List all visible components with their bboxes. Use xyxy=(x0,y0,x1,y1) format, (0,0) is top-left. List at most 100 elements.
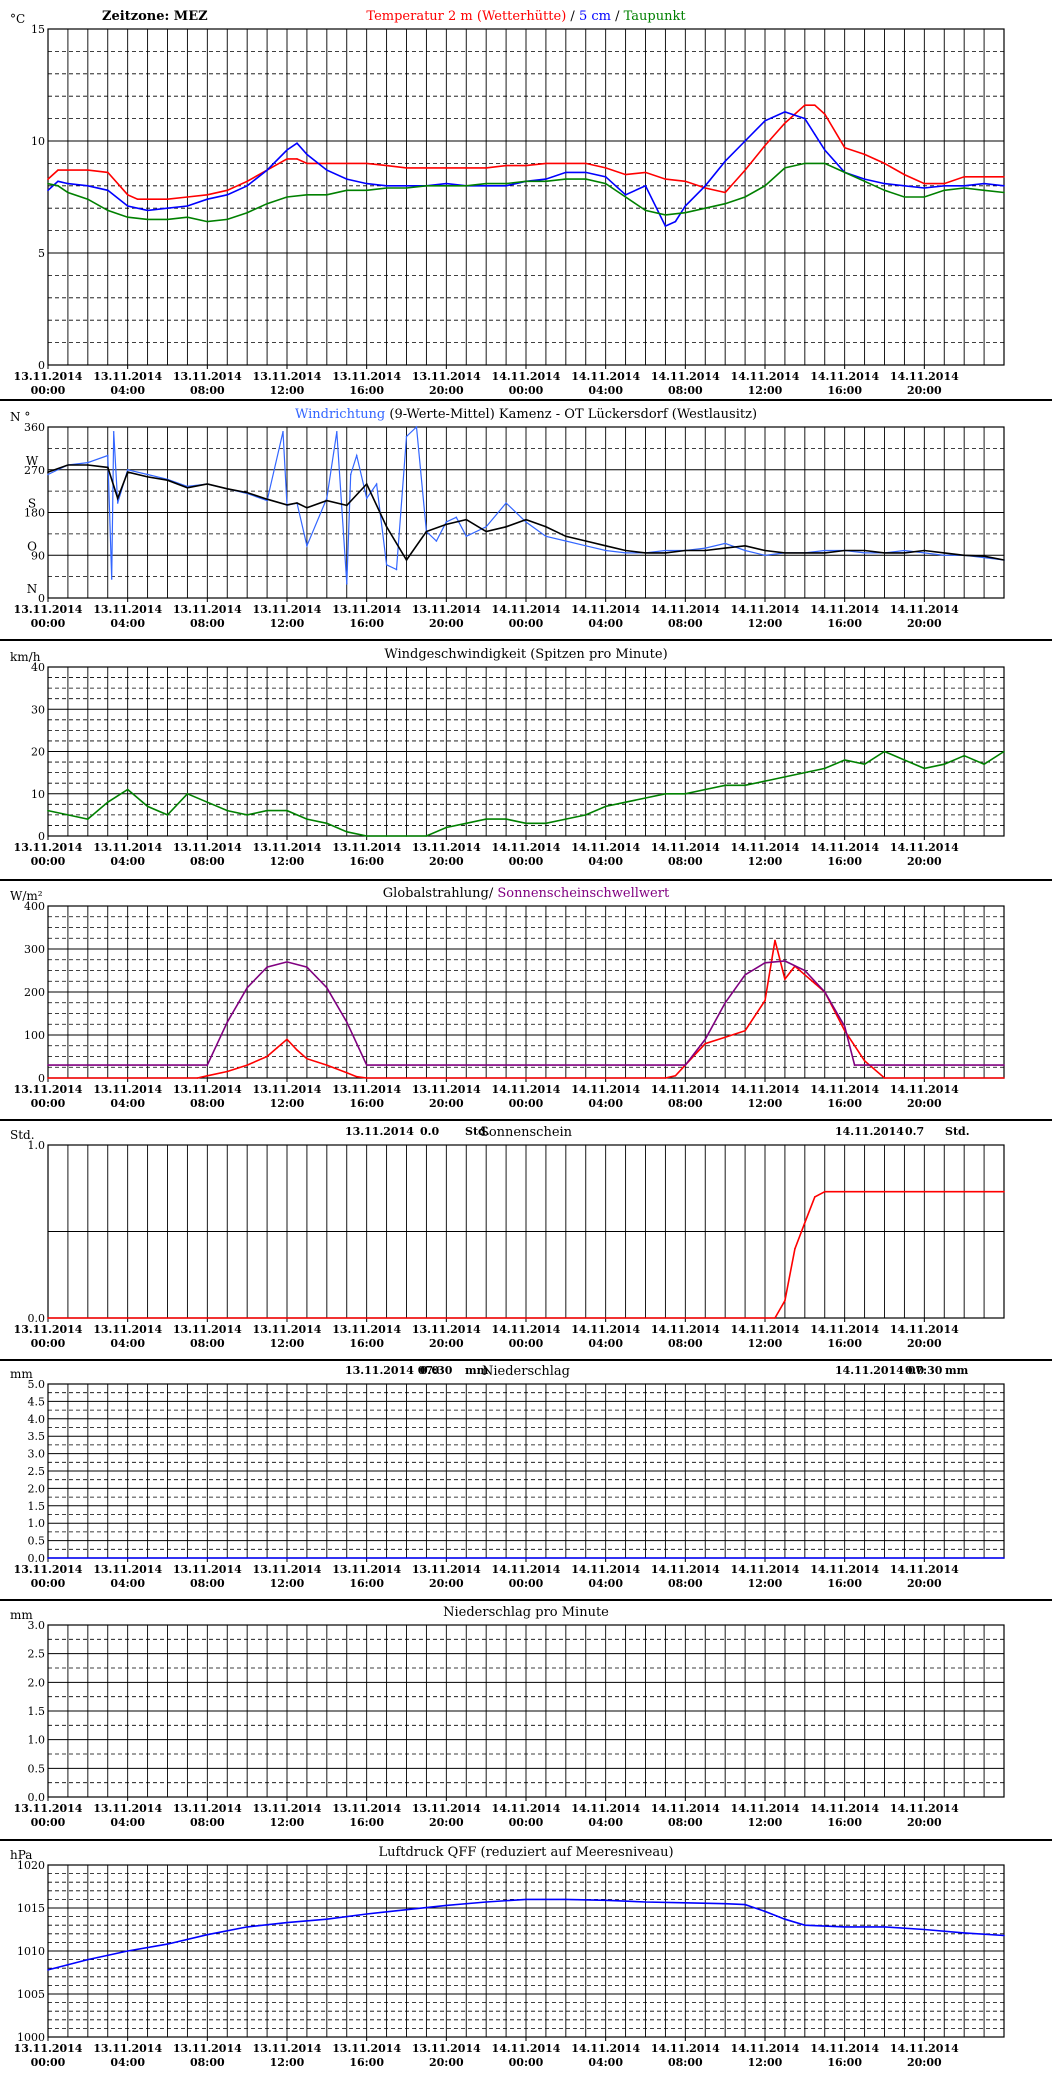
series-0-point xyxy=(266,1055,268,1058)
series-1-point xyxy=(326,499,328,502)
chart-title: Windgeschwindigkeit (Spitzen pro Minute) xyxy=(384,647,667,662)
series-0-point xyxy=(525,822,527,825)
series-2-point xyxy=(565,178,567,180)
day-total-date-1: 14.11.2014 xyxy=(835,1125,904,1138)
x-tick-time-5: 20:00 xyxy=(429,855,464,868)
x-tick-time-4: 16:00 xyxy=(349,1097,384,1110)
series-0-point xyxy=(963,1932,965,1934)
series-0-point xyxy=(744,784,746,787)
series-1-point xyxy=(296,502,298,504)
series-0-point xyxy=(565,162,567,165)
x-tick-date-11: 14.11.2014 xyxy=(890,1083,959,1096)
series-1-point xyxy=(903,185,906,187)
series-0-point xyxy=(644,171,647,174)
series-0-point xyxy=(664,793,667,795)
x-tick-date-2: 13.11.2014 xyxy=(173,370,242,383)
series-2-point xyxy=(724,202,726,205)
series-1-point xyxy=(87,185,89,187)
series-2-point xyxy=(87,198,89,200)
series-0-point xyxy=(110,578,113,580)
x-tick-time-9: 12:00 xyxy=(748,1816,783,1829)
series-0-point xyxy=(1003,176,1005,178)
series-0-point xyxy=(863,763,866,765)
series-0-point xyxy=(764,999,766,1002)
x-tick-date-7: 14.11.2014 xyxy=(571,1563,640,1576)
compass-label-3: O xyxy=(27,539,37,553)
series-0-point xyxy=(47,178,49,180)
series-1-point xyxy=(405,559,408,561)
series-0-point xyxy=(664,178,667,180)
series-1-point xyxy=(704,185,707,187)
y-tick-label-2: 180 xyxy=(24,507,45,520)
x-tick-date-1: 13.11.2014 xyxy=(93,370,162,383)
series-0-point xyxy=(604,805,607,808)
x-tick-date-1: 13.11.2014 xyxy=(93,1802,162,1815)
x-tick-date-8: 14.11.2014 xyxy=(651,370,720,383)
x-tick-time-1: 04:00 xyxy=(110,1097,145,1110)
series-0-point xyxy=(565,540,567,542)
chart-title: Temperatur 2 m (Wetterhütte) / 5 cm / Ta… xyxy=(366,9,686,24)
series-0-point xyxy=(87,461,89,464)
series-0-point xyxy=(943,763,946,765)
series-0-point xyxy=(186,793,189,795)
x-tick-date-3: 13.11.2014 xyxy=(253,1323,322,1336)
series-1-point xyxy=(385,185,388,187)
y-unit-label: W/m² xyxy=(10,889,43,903)
x-tick-date-10: 14.11.2014 xyxy=(810,1083,879,1096)
series-line-2 xyxy=(47,162,1005,223)
series-2-point xyxy=(764,185,766,187)
series-1-point xyxy=(116,497,119,500)
series-1-point xyxy=(47,1064,49,1066)
y-tick-label-3: 270 xyxy=(24,464,45,477)
x-tick-date-11: 14.11.2014 xyxy=(890,1802,959,1815)
series-0-point xyxy=(883,1077,886,1079)
y-tick-label-4: 400 xyxy=(24,900,45,913)
y-tick-label-0: 0.0 xyxy=(28,1552,46,1565)
series-1-point xyxy=(565,171,567,174)
series-1-point xyxy=(47,189,49,192)
series-1-point xyxy=(87,464,89,466)
series-1-point xyxy=(963,185,965,187)
series-0-point xyxy=(704,1042,707,1045)
series-2-point xyxy=(824,162,826,165)
x-tick-date-4: 13.11.2014 xyxy=(332,1802,401,1815)
series-2-point xyxy=(883,189,886,192)
series-1-point xyxy=(863,178,866,180)
series-0-point xyxy=(505,502,507,504)
series-1-point xyxy=(644,552,647,554)
chart-title-part-1: (9-Werte-Mittel) xyxy=(385,407,495,422)
series-0-point xyxy=(804,104,806,106)
series-1-point xyxy=(286,504,288,506)
series-2-point xyxy=(405,187,408,189)
series-2-point xyxy=(804,162,806,165)
series-1-point xyxy=(883,182,886,185)
series-0-point xyxy=(863,552,866,554)
series-0-point xyxy=(246,1926,248,1928)
series-0-point xyxy=(355,454,358,457)
series-0-point xyxy=(1003,1557,1005,1559)
series-0-point xyxy=(784,776,786,778)
y-tick-label-3: 1.5 xyxy=(28,1705,46,1718)
series-2-point xyxy=(107,209,109,212)
y-tick-label-0: 1000 xyxy=(17,2031,45,2044)
series-0-point xyxy=(306,545,308,547)
series-0-point xyxy=(365,162,368,165)
series-0-point xyxy=(644,797,647,799)
series-1-point xyxy=(943,185,946,187)
series-1-point xyxy=(804,552,806,554)
series-1-point xyxy=(67,182,69,185)
x-tick-date-0: 13.11.2014 xyxy=(14,1802,83,1815)
series-0-point xyxy=(349,473,352,476)
y-tick-label-3: 300 xyxy=(24,943,45,956)
x-tick-date-11: 14.11.2014 xyxy=(890,1323,959,1336)
series-0-point xyxy=(87,1958,89,1961)
x-tick-date-2: 13.11.2014 xyxy=(173,2042,242,2055)
x-tick-date-4: 13.11.2014 xyxy=(332,2042,401,2055)
x-tick-time-9: 12:00 xyxy=(748,617,783,630)
series-1-point xyxy=(67,464,69,466)
series-0-point xyxy=(146,198,149,200)
series-0-point xyxy=(724,542,726,545)
x-tick-date-1: 13.11.2014 xyxy=(93,1323,162,1336)
x-tick-time-11: 20:00 xyxy=(907,617,942,630)
y-tick-label-1: 5 xyxy=(38,247,45,260)
